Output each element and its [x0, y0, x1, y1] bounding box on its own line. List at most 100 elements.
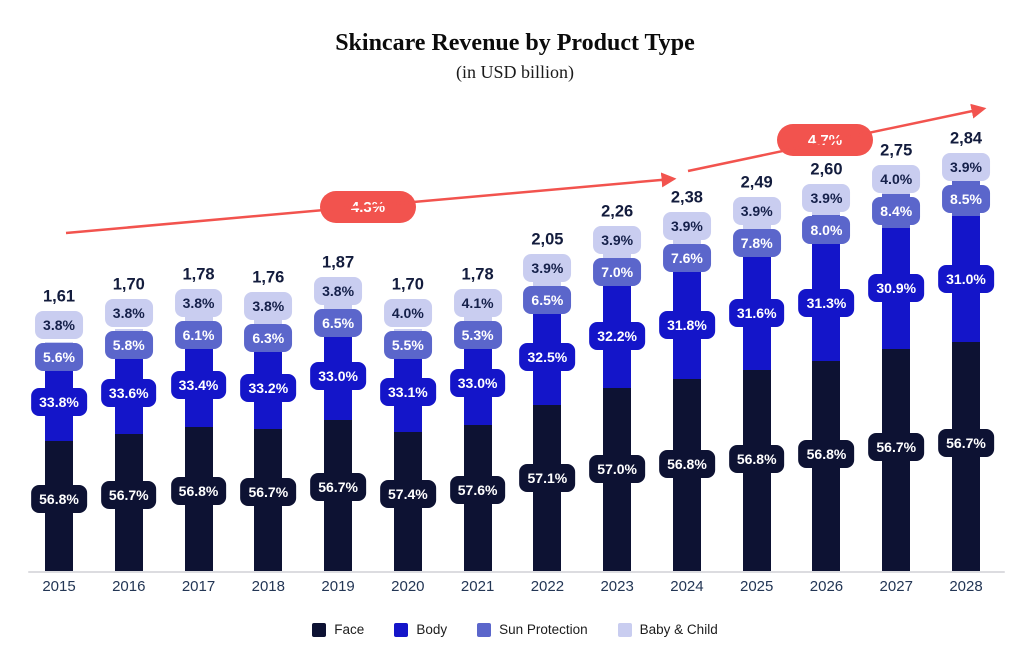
legend-label: Baby & Child [639, 622, 718, 637]
total-label-2025: 2,49 [740, 173, 773, 192]
value-label-2022-sun-protection: 6.5% [523, 285, 572, 314]
x-axis-label-2025: 2025 [740, 578, 774, 595]
x-axis-label-2027: 2027 [879, 578, 913, 595]
cagr-badge-2015-2024: 4.3% [320, 191, 416, 223]
total-label-2017: 1,78 [182, 265, 215, 284]
cagr-badge-2024-2028: 4.7% [777, 124, 873, 156]
total-label-2016: 1,70 [112, 275, 145, 294]
value-label-2019-baby-child: 3.8% [314, 277, 363, 306]
legend-item-sun-protection: Sun Protection [477, 622, 588, 637]
value-label-2028-face: 56.7% [938, 429, 994, 458]
value-label-2027-face: 56.7% [868, 433, 925, 462]
total-label-2021: 1,78 [461, 265, 494, 284]
value-label-2015-body: 33.8% [31, 388, 87, 417]
total-label-2022: 2,05 [531, 230, 564, 249]
value-label-2026-sun-protection: 8.0% [802, 215, 851, 244]
x-axis-label-2016: 2016 [112, 578, 146, 595]
value-label-2021-sun-protection: 5.3% [453, 320, 502, 349]
value-label-2019-sun-protection: 6.5% [314, 309, 363, 338]
value-label-2015-sun-protection: 5.6% [35, 342, 83, 371]
value-label-2023-face: 57.0% [589, 454, 646, 483]
legend-swatch-icon [617, 622, 632, 637]
value-label-2027-baby-child: 4.0% [872, 164, 921, 193]
legend-label: Face [334, 622, 365, 637]
legend-swatch-icon [477, 622, 492, 637]
value-label-2017-body: 33.4% [170, 370, 227, 399]
x-axis-label-2020: 2020 [391, 578, 425, 595]
total-label-2026: 2,60 [810, 160, 843, 179]
value-label-2025-baby-child: 3.9% [732, 197, 781, 226]
value-label-2023-baby-child: 3.9% [593, 226, 642, 255]
value-label-2018-face: 56.7% [240, 478, 297, 507]
value-label-2021-body: 33.0% [449, 369, 506, 398]
value-label-2024-body: 31.8% [659, 310, 715, 339]
value-label-2026-baby-child: 3.9% [802, 183, 851, 212]
legend-item-body: Body [394, 622, 447, 637]
total-label-2020: 1,70 [391, 275, 424, 294]
total-label-2024: 2,38 [670, 188, 703, 207]
value-label-2016-body: 33.6% [100, 379, 157, 408]
legend-swatch-icon [394, 622, 409, 637]
chart-title: Skincare Revenue by Product Type [335, 30, 695, 56]
x-axis-label-2021: 2021 [460, 578, 495, 595]
value-label-2025-face: 56.8% [728, 444, 785, 473]
value-label-2018-baby-child: 3.8% [244, 291, 293, 320]
value-label-2028-body: 31.0% [938, 264, 994, 293]
x-axis-label-2026: 2026 [809, 578, 844, 595]
x-axis-label-2017: 2017 [181, 578, 216, 595]
value-label-2021-baby-child: 4.1% [453, 288, 502, 317]
value-label-2024-baby-child: 3.9% [662, 211, 711, 240]
value-label-2024-face: 56.8% [659, 449, 715, 478]
total-label-2018: 1,76 [252, 268, 285, 287]
legend-item-baby-child: Baby & Child [617, 622, 718, 637]
value-label-2017-sun-protection: 6.1% [174, 320, 223, 349]
legend-item-face: Face [312, 622, 364, 637]
total-label-2015: 1,61 [42, 287, 76, 306]
value-label-2020-baby-child: 4.0% [383, 299, 432, 328]
value-label-2022-face: 57.1% [519, 464, 576, 493]
bar-2022-baby-child-segment [533, 278, 562, 291]
x-axis-label-2024: 2024 [670, 578, 704, 595]
x-axis-label-2022: 2022 [530, 578, 565, 595]
total-label-2027: 2,75 [880, 141, 913, 160]
legend: Face Body Sun Protection Baby & Child [0, 622, 1030, 637]
value-label-2016-sun-protection: 5.8% [104, 331, 153, 360]
value-label-2015-baby-child: 3.8% [35, 310, 83, 339]
x-axis-line [28, 571, 1005, 573]
total-label-2023: 2,26 [601, 202, 634, 221]
value-label-2022-baby-child: 3.9% [523, 253, 572, 282]
value-label-2020-face: 57.4% [379, 479, 436, 508]
value-label-2027-body: 30.9% [868, 274, 925, 303]
value-label-2023-body: 32.2% [589, 321, 646, 350]
value-label-2018-sun-protection: 6.3% [244, 323, 293, 352]
value-label-2018-body: 33.2% [240, 373, 297, 402]
chart-subtitle: (in USD billion) [455, 62, 574, 82]
total-label-2019: 1,87 [322, 253, 355, 272]
legend-label: Sun Protection [499, 622, 588, 637]
value-label-2023-sun-protection: 7.0% [593, 258, 642, 287]
value-label-2016-baby-child: 3.8% [104, 299, 153, 328]
value-label-2021-face: 57.6% [449, 475, 506, 504]
value-label-2026-face: 56.8% [798, 439, 855, 468]
x-axis-label-2015: 2015 [42, 578, 76, 595]
x-axis-label-2018: 2018 [251, 578, 285, 595]
total-label-2028: 2,84 [949, 129, 983, 148]
value-label-2027-sun-protection: 8.4% [872, 196, 921, 225]
legend-label: Body [416, 622, 448, 637]
value-label-2017-face: 56.8% [170, 477, 227, 506]
value-label-2028-sun-protection: 8.5% [942, 184, 990, 213]
x-axis-label-2028: 2028 [949, 578, 983, 595]
value-label-2019-body: 33.0% [310, 362, 366, 391]
value-label-2025-sun-protection: 7.8% [732, 229, 781, 258]
value-label-2022-body: 32.5% [519, 342, 576, 371]
value-label-2020-sun-protection: 5.5% [383, 331, 432, 360]
x-axis-label-2019: 2019 [321, 578, 355, 595]
x-axis-label-2023: 2023 [600, 578, 634, 595]
value-label-2016-face: 56.7% [100, 480, 157, 509]
value-label-2024-sun-protection: 7.6% [662, 243, 711, 272]
value-label-2020-body: 33.1% [379, 378, 436, 407]
legend-swatch-icon [312, 622, 327, 637]
value-label-2028-baby-child: 3.9% [942, 152, 990, 181]
